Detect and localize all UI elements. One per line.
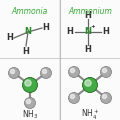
Text: H: H xyxy=(85,11,91,19)
Text: H: H xyxy=(43,24,49,33)
Circle shape xyxy=(10,69,15,74)
Text: Ammonia: Ammonia xyxy=(12,7,48,16)
Text: H: H xyxy=(7,33,13,42)
Circle shape xyxy=(26,99,31,104)
Circle shape xyxy=(102,94,107,99)
Text: H: H xyxy=(23,46,29,55)
Circle shape xyxy=(102,68,107,73)
Circle shape xyxy=(24,97,36,108)
Text: N: N xyxy=(24,27,31,36)
Circle shape xyxy=(9,67,19,78)
Bar xyxy=(61,0,120,120)
Circle shape xyxy=(41,67,51,78)
Circle shape xyxy=(70,94,75,99)
Circle shape xyxy=(101,66,111,78)
Circle shape xyxy=(25,80,31,86)
Text: +: + xyxy=(91,24,95,30)
Circle shape xyxy=(23,78,37,93)
Circle shape xyxy=(69,66,79,78)
Circle shape xyxy=(70,68,75,73)
Circle shape xyxy=(69,93,79,103)
Text: NH$_3$: NH$_3$ xyxy=(22,109,38,120)
Text: Ammonium: Ammonium xyxy=(68,7,112,16)
Circle shape xyxy=(83,78,97,93)
Bar xyxy=(0,0,59,120)
Circle shape xyxy=(85,80,91,86)
Text: H: H xyxy=(85,45,91,54)
Text: N: N xyxy=(84,27,91,36)
Text: NH$_4^+$: NH$_4^+$ xyxy=(81,108,99,120)
Text: H: H xyxy=(103,27,109,36)
Circle shape xyxy=(101,93,111,103)
Circle shape xyxy=(42,69,47,74)
Text: H: H xyxy=(67,27,73,36)
